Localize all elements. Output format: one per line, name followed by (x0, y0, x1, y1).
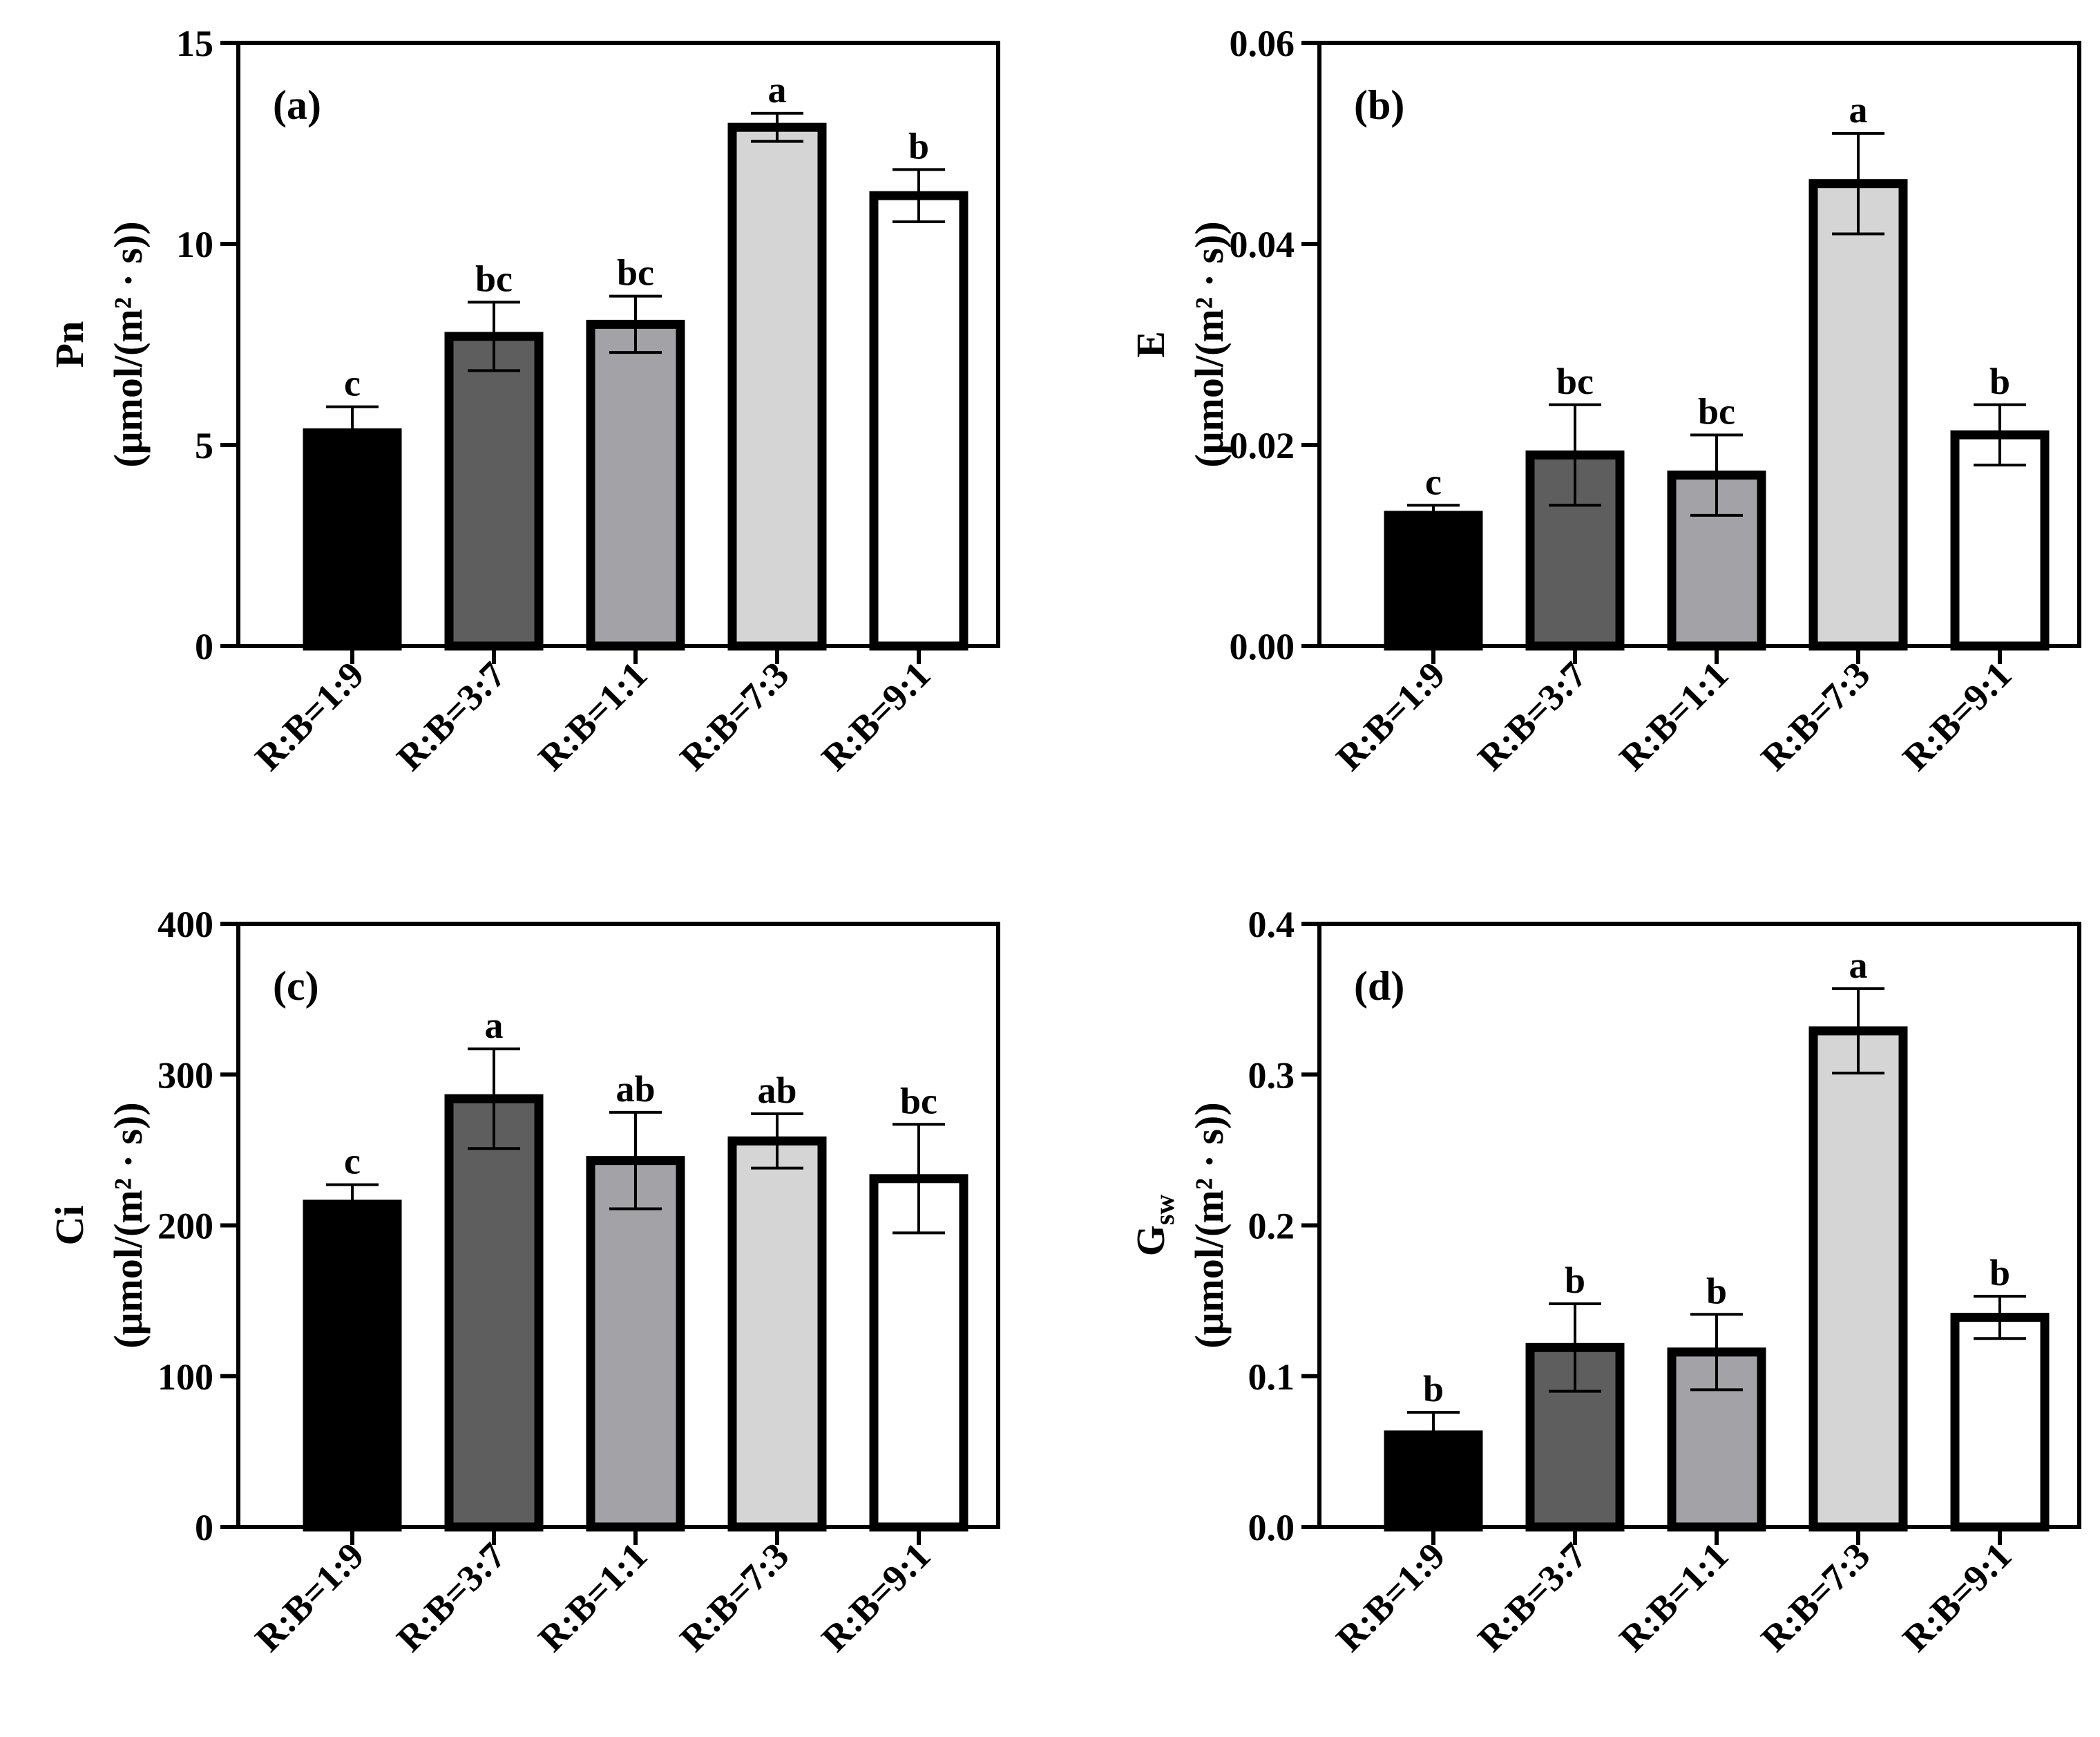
bar-2 (444, 332, 544, 651)
bar-5 (1950, 1313, 2050, 1532)
significance-label-3: bc (1698, 390, 1735, 432)
y-axis-title-text: Pn (47, 321, 92, 368)
significance-label-1: c (1425, 461, 1442, 502)
bar-4 (727, 1136, 827, 1532)
x-tick-label-4: R:B=9:1 (814, 654, 939, 779)
x-tick-label-4: R:B=9:1 (1895, 1535, 2020, 1660)
significance-label-2: a (485, 1005, 504, 1046)
significance-label-2: b (1565, 1260, 1585, 1301)
bar-3 (586, 319, 685, 651)
bar-5 (1950, 430, 2050, 651)
x-tick-label-1: R:B=3:7 (1470, 1535, 1595, 1660)
y-tick-label-3: 0.06 (1230, 23, 1295, 64)
x-tick-label-2: R:B=1:1 (1612, 654, 1737, 779)
y-tick-label-0: 0.00 (1230, 626, 1295, 667)
significance-label-3: ab (615, 1068, 655, 1110)
bar-2 (444, 1094, 544, 1532)
bar-1 (1384, 511, 1483, 651)
significance-label-2: bc (475, 258, 513, 299)
y-tick-label-1: 0.1 (1248, 1356, 1295, 1398)
significance-label-5: bc (900, 1080, 937, 1121)
y-tick-label-1: 100 (158, 1356, 213, 1398)
y-tick-label-0: 0 (195, 626, 213, 667)
y-tick-label-2: 0.2 (1248, 1206, 1295, 1247)
y-axis-title: Gsw (1128, 1195, 1180, 1257)
significance-label-1: c (344, 363, 361, 404)
significance-label-3: b (1706, 1270, 1727, 1311)
y-tick-label-0: 0 (195, 1507, 213, 1548)
y-tick-label-2: 200 (158, 1206, 213, 1247)
y-axis-title-text: E (1128, 331, 1173, 358)
x-tick-label-1: R:B=3:7 (389, 1535, 514, 1660)
significance-label-5: b (908, 125, 929, 167)
significance-label-3: bc (617, 252, 654, 294)
y-axis-unit: (μmol/(m² · s)) (106, 1102, 151, 1348)
x-tick-label-1: R:B=3:7 (1470, 654, 1595, 779)
x-tick-label-3: R:B=7:3 (1753, 654, 1878, 779)
y-tick-label-4: 0.4 (1248, 904, 1295, 945)
x-tick-label-3: R:B=7:3 (672, 1535, 797, 1660)
x-tick-label-3: R:B=7:3 (672, 654, 797, 779)
panel-label: (a) (273, 82, 321, 128)
x-tick-label-0: R:B=1:9 (1328, 1535, 1453, 1660)
significance-label-4: a (768, 69, 787, 111)
y-axis-title: Ci (47, 1206, 92, 1246)
x-tick-label-0: R:B=1:9 (247, 1535, 372, 1660)
y-tick-label-1: 5 (195, 425, 213, 466)
panel-label: (d) (1354, 963, 1404, 1009)
significance-label-5: b (1989, 361, 2010, 402)
y-tick-label-3: 15 (176, 23, 213, 64)
bar-5 (869, 191, 968, 651)
significance-label-1: b (1423, 1368, 1444, 1409)
x-tick-label-0: R:B=1:9 (247, 654, 372, 779)
bar-4 (727, 122, 827, 651)
bar-4 (1808, 1026, 1908, 1532)
panel-a: c bc bc a b 0 5 10 15 R:B=1:9 R:B=3:7 R:B=1:1 R:B=7:… (47, 23, 1000, 779)
significance-label-4: a (1849, 89, 1868, 131)
panel-label: (c) (273, 963, 319, 1009)
x-tick-label-0: R:B=1:9 (1328, 654, 1453, 779)
significance-label-4: ab (757, 1070, 796, 1111)
x-tick-label-4: R:B=9:1 (1895, 654, 2020, 779)
x-tick-label-1: R:B=3:7 (389, 654, 514, 779)
significance-label-2: bc (1556, 361, 1594, 402)
y-axis-title: Pn (47, 321, 92, 368)
x-tick-label-2: R:B=1:1 (1612, 1535, 1737, 1660)
bar-4 (1808, 179, 1908, 651)
y-axis-title-text: G (1128, 1225, 1173, 1256)
y-tick-label-2: 0.04 (1230, 224, 1295, 265)
y-tick-label-0: 0.0 (1248, 1507, 1295, 1548)
significance-label-4: a (1849, 945, 1868, 986)
y-axis-unit: (μmol/(m² · s)) (1187, 221, 1232, 467)
x-tick-label-3: R:B=7:3 (1753, 1535, 1878, 1660)
plot-frame (236, 41, 1000, 648)
panel-c: c a ab ab bc 0 100 200 300 400 R:B=1:9 R:B=3:7 R:B=1… (47, 904, 1000, 1660)
y-tick-label-2: 10 (176, 224, 213, 265)
panel-label: (b) (1354, 82, 1404, 128)
y-axis-title: E (1128, 331, 1173, 358)
y-axis-unit: (μmol/(m² · s)) (1187, 1102, 1232, 1348)
x-tick-label-2: R:B=1:1 (531, 1535, 656, 1660)
y-axis-title-text: Ci (47, 1206, 92, 1246)
bar-5 (869, 1174, 968, 1532)
y-axis-title-subscript: sw (1149, 1195, 1180, 1226)
y-tick-label-3: 300 (158, 1054, 213, 1096)
bar-1 (303, 428, 402, 651)
bar-3 (586, 1156, 685, 1532)
y-tick-label-4: 400 (158, 904, 213, 945)
significance-label-5: b (1989, 1252, 2010, 1293)
x-tick-label-4: R:B=9:1 (814, 1535, 939, 1660)
y-tick-label-1: 0.02 (1230, 425, 1295, 466)
plot-frame (1317, 41, 2081, 648)
panel-d: b b b a b 0.0 0.1 0.2 0.3 0.4 R:B=1:9 R:B=3:7 R:B=1:… (1128, 904, 2081, 1660)
x-tick-label-2: R:B=1:1 (531, 654, 656, 779)
y-axis-unit: (μmol/(m² · s)) (106, 221, 151, 467)
bar-1 (303, 1199, 402, 1532)
y-tick-label-3: 0.3 (1248, 1054, 1295, 1096)
significance-label-1: c (344, 1141, 361, 1182)
